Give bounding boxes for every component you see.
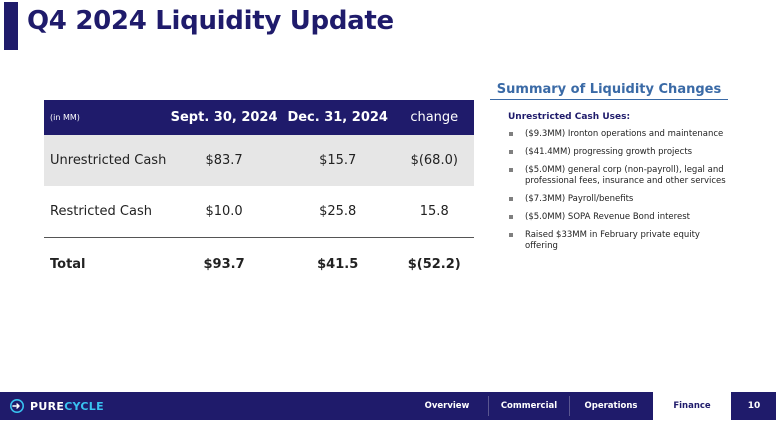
table-row-total: Total $93.7 $41.5 $(52.2) xyxy=(44,237,474,290)
column-header-sept: Sept. 30, 2024 xyxy=(167,100,281,135)
list-item: Raised $33MM in February private equity … xyxy=(508,230,733,252)
square-bullet-icon xyxy=(509,197,513,201)
purecycle-logo[interactable]: PURECYCLE xyxy=(10,399,104,413)
nav-divider xyxy=(488,396,489,416)
list-item: ($7.3MM) Payroll/benefits xyxy=(508,194,733,205)
list-item-text: ($5.0MM) general corp (non-payroll), leg… xyxy=(525,165,726,186)
square-bullet-icon xyxy=(509,132,513,136)
cell-sept: $10.0 xyxy=(205,204,243,219)
list-item-text: ($41.4MM) progressing growth projects xyxy=(525,147,693,157)
cell-change: 15.8 xyxy=(419,204,449,219)
footer-bar: PURECYCLE Overview Commercial Operations… xyxy=(0,392,776,420)
square-bullet-icon xyxy=(509,168,513,172)
column-header-dec: Dec. 31, 2024 xyxy=(280,100,395,135)
cell-sept: $93.7 xyxy=(167,237,281,290)
cell-sept: $83.7 xyxy=(167,135,281,186)
cell-dec: $25.8 xyxy=(319,204,357,219)
row-label: Restricted Cash xyxy=(50,204,152,219)
cell-dec: $41.5 xyxy=(280,237,395,290)
list-item: ($5.0MM) general corp (non-payroll), leg… xyxy=(508,165,733,187)
nav-divider xyxy=(569,396,570,416)
list-item: ($5.0MM) SOPA Revenue Bond interest xyxy=(508,212,733,223)
unit-label: (in MM) xyxy=(44,100,168,135)
list-item-text: Raised $33MM in February private equity … xyxy=(525,230,700,251)
cell-dec: $15.7 xyxy=(280,135,395,186)
list-item-text: ($5.0MM) SOPA Revenue Bond interest xyxy=(525,212,690,222)
list-item-text: ($9.3MM) Ironton operations and maintena… xyxy=(525,129,724,139)
summary-heading: Unrestricted Cash Uses: xyxy=(508,112,631,122)
cell-change: $(68.0) xyxy=(394,135,474,186)
nav-commercial[interactable]: Commercial xyxy=(500,401,558,411)
nav-operations[interactable]: Operations xyxy=(584,401,638,411)
square-bullet-icon xyxy=(509,215,513,219)
logo-cycle: CYCLE xyxy=(64,399,104,413)
square-bullet-icon xyxy=(509,150,513,154)
column-header-change: change xyxy=(394,100,474,135)
table-header-row: (in MM) Sept. 30, 2024 Dec. 31, 2024 cha… xyxy=(44,100,474,135)
list-item: ($41.4MM) progressing growth projects xyxy=(508,147,733,158)
logo-wordmark: PURECYCLE xyxy=(30,400,104,413)
nav-finance[interactable]: Finance xyxy=(653,392,731,420)
table-row-restricted: Restricted Cash $10.0 $25.8 15.8 xyxy=(44,186,474,238)
list-item-text: ($7.3MM) Payroll/benefits xyxy=(525,194,634,204)
summary-divider xyxy=(490,99,728,100)
nav-overview[interactable]: Overview xyxy=(424,401,470,411)
liquidity-table: (in MM) Sept. 30, 2024 Dec. 31, 2024 cha… xyxy=(44,100,474,290)
cash-uses-list: ($9.3MM) Ironton operations and maintena… xyxy=(508,129,733,259)
table-row-unrestricted: Unrestricted Cash $83.7 $15.7 $(68.0) xyxy=(44,135,474,186)
logo-pure: PURE xyxy=(30,399,65,413)
title-accent-bar xyxy=(4,2,18,50)
purecycle-logo-icon xyxy=(10,399,24,413)
square-bullet-icon xyxy=(509,233,513,237)
cell-change: $(52.2) xyxy=(394,237,474,290)
summary-title: Summary of Liquidity Changes xyxy=(496,82,722,97)
page-number: 10 xyxy=(747,401,761,411)
row-label: Total xyxy=(44,237,168,290)
list-item: ($9.3MM) Ironton operations and maintena… xyxy=(508,129,733,140)
page-title: Q4 2024 Liquidity Update xyxy=(27,6,394,36)
row-label: Unrestricted Cash xyxy=(44,135,168,186)
